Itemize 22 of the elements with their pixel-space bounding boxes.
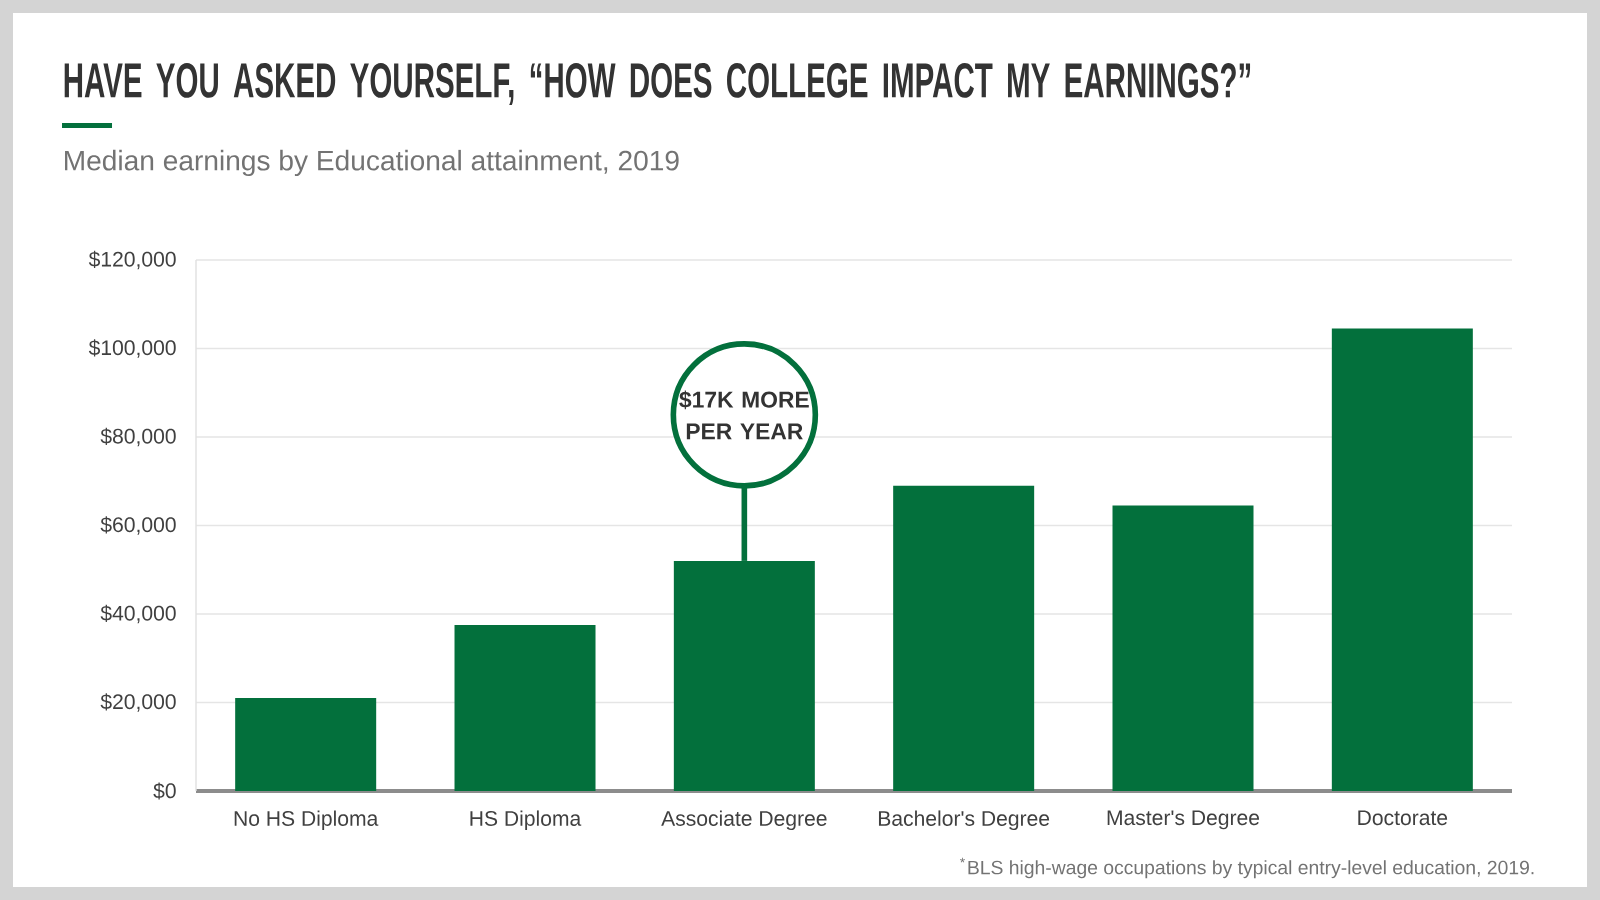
x-tick-label: No HS Diploma [234,810,379,831]
y-tick-label: $0 [153,782,176,800]
chart-title: HAVE YOU ASKED YOURSELF, “HOW DOES COLLEGE IMPACT MY EARNINGS?” [64,62,1251,105]
y-tick-label: $60,000 [100,516,176,535]
y-tick-label: $100,000 [88,339,176,358]
text: $^{*}$BLS high-wage occupations by typical entry-level education, 2019. [960,857,1534,879]
x-tick-label: Bachelor's Degree [878,810,1050,831]
annotation: $17K MORE PER YEAR [679,390,809,440]
bar [1112,505,1254,791]
y-tick-label: $40,000 [100,604,176,624]
x-tick-label: HS Diploma [470,810,582,831]
y-tick-label: $120,000 [88,250,176,270]
bar [893,485,1035,791]
y-tick-label: $20,000 [100,693,176,712]
x-tick-label: Master's Degree [1107,810,1260,830]
y-tick-label: $80,000 [100,427,176,447]
bar [454,625,596,791]
bar [1331,328,1473,791]
x-tick-label: Associate Degree [661,810,827,831]
x-tick-label: Doctorate [1358,810,1448,826]
chart-subtitle: Median earnings by Educational attainment, 2019 [65,149,679,177]
bar [235,698,377,791]
